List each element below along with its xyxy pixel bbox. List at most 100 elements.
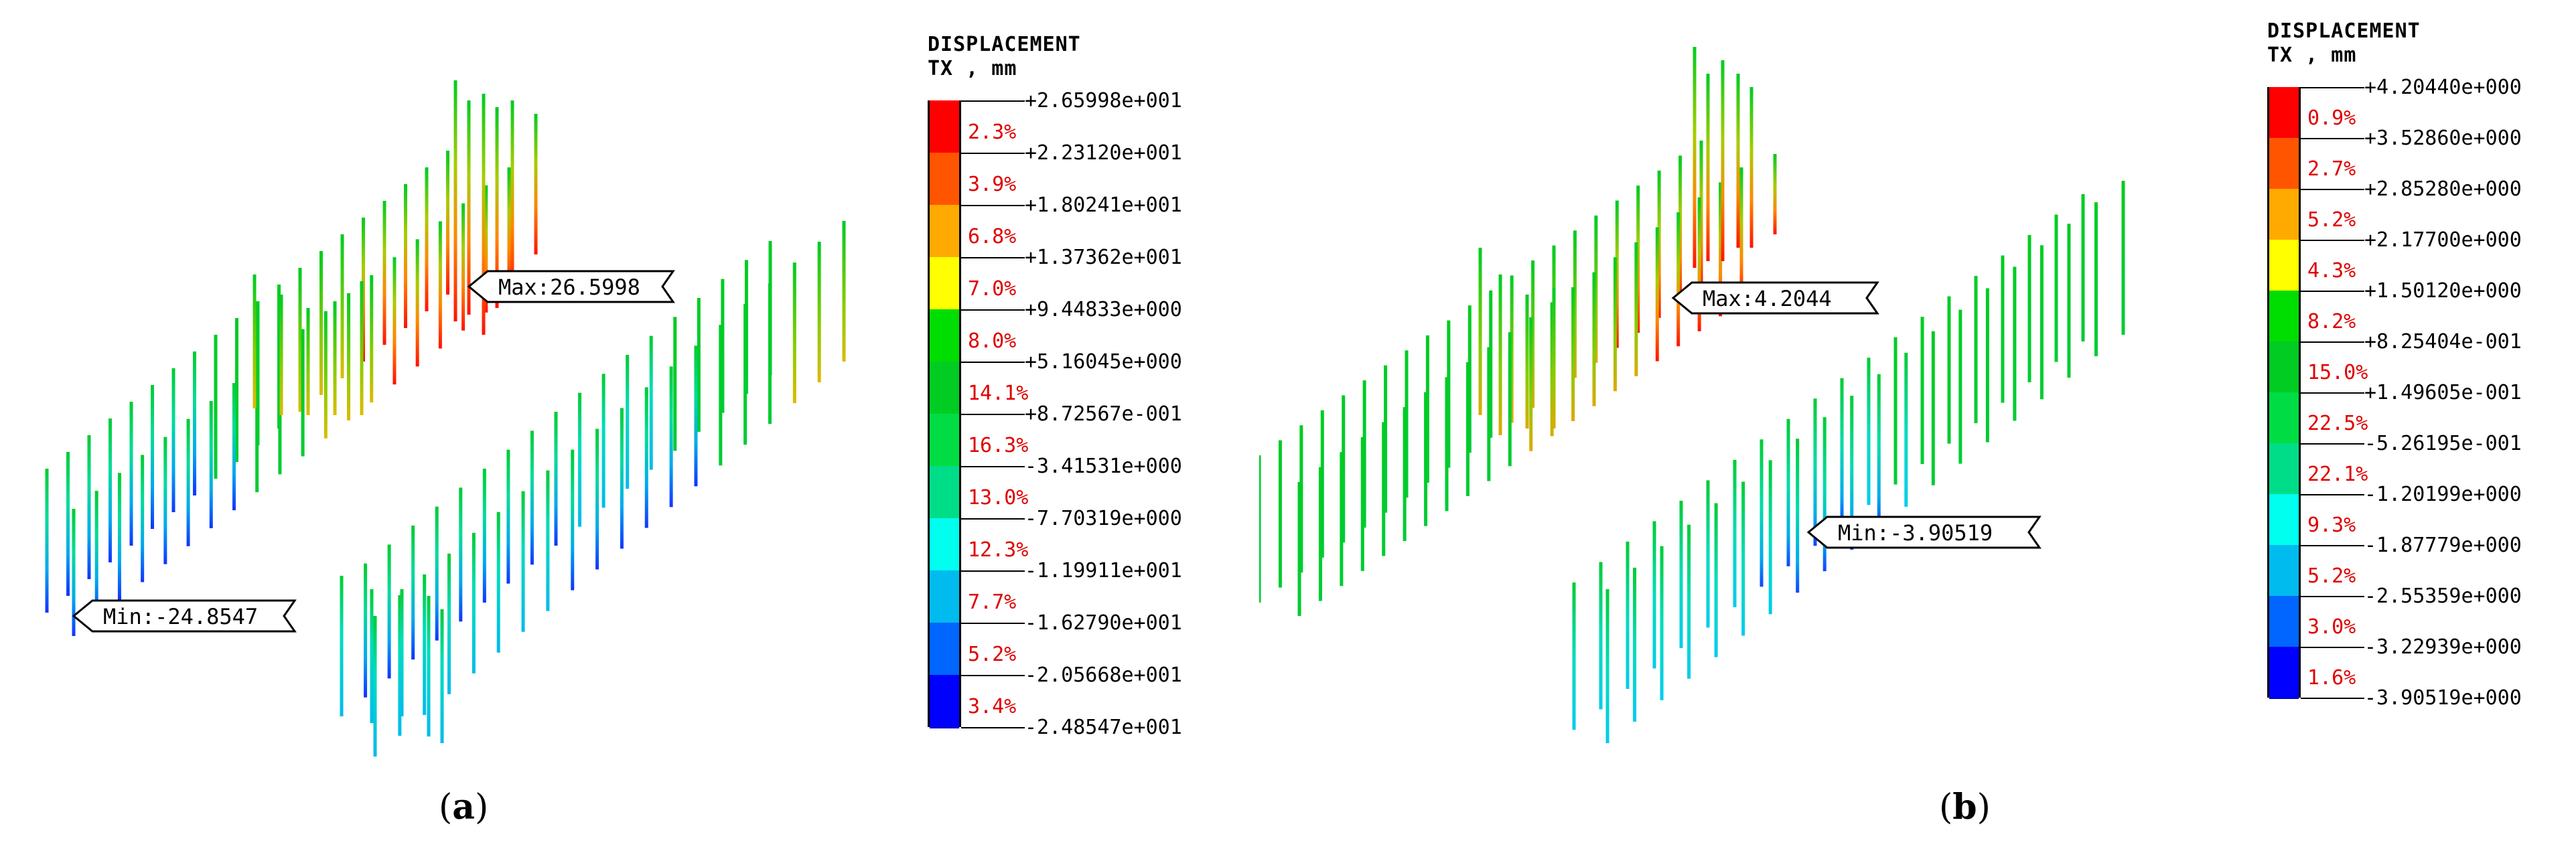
pile-element xyxy=(214,335,218,479)
pile-element xyxy=(1714,503,1718,657)
pile-element xyxy=(1487,347,1491,481)
pile-element xyxy=(1550,302,1554,437)
pile-element xyxy=(507,167,511,295)
pile-element xyxy=(1362,380,1366,528)
pile-element xyxy=(440,609,444,743)
pile-element xyxy=(2054,214,2058,362)
pile-element xyxy=(1531,260,1535,408)
legend-band xyxy=(2269,545,2299,597)
legend-value: -2.55359e+000 xyxy=(2364,584,2522,608)
pile-element xyxy=(694,345,698,487)
pile-element xyxy=(534,114,538,254)
legend-tick xyxy=(961,100,1025,102)
pile-element xyxy=(1592,272,1596,406)
legend-percent: 3.0% xyxy=(2307,615,2356,639)
pile-element xyxy=(1424,392,1428,526)
pile-element xyxy=(620,408,624,549)
pile-element xyxy=(72,509,76,636)
legend-band xyxy=(2269,87,2299,139)
pile-element xyxy=(1498,275,1502,435)
pile-element xyxy=(467,100,471,315)
legend-tick xyxy=(2301,494,2364,495)
pile-element xyxy=(333,301,337,415)
legend-band xyxy=(2269,443,2299,495)
legend-value: +9.44833e+000 xyxy=(1025,298,1182,321)
legend-band xyxy=(2269,392,2299,445)
pile-element xyxy=(438,221,442,349)
pile-element xyxy=(1920,317,1924,465)
pile-element xyxy=(644,387,648,528)
pile-element xyxy=(510,100,514,295)
pile-element xyxy=(1508,332,1512,467)
pile-element xyxy=(2067,224,2071,378)
pile-element xyxy=(415,239,419,367)
pile-element xyxy=(373,616,377,757)
legend-percent: 22.5% xyxy=(2307,412,2368,435)
pile-element xyxy=(1760,439,1764,587)
pile-element xyxy=(209,400,213,528)
pile-element xyxy=(1297,482,1301,616)
pile-element xyxy=(446,151,449,295)
pile-element xyxy=(435,506,439,641)
legend-percent: 1.6% xyxy=(2307,666,2356,690)
legend-band xyxy=(930,100,959,154)
pile-element xyxy=(1706,74,1710,261)
legend-value: -3.90519e+000 xyxy=(2364,686,2522,710)
legend-tick xyxy=(2301,341,2364,343)
legend-tick xyxy=(961,727,1025,728)
pile-element xyxy=(2001,255,2005,403)
legend-tick xyxy=(2301,647,2364,648)
legend-value: -1.87779e+000 xyxy=(2364,534,2522,557)
pile-element xyxy=(1736,74,1740,248)
pile-element xyxy=(141,455,145,582)
pile-element xyxy=(400,589,404,716)
pile-element xyxy=(571,449,575,591)
pile-element xyxy=(1626,541,1630,689)
pile-element xyxy=(398,595,402,736)
pile-element xyxy=(1468,305,1472,453)
pile-element xyxy=(2081,194,2085,341)
pile-element xyxy=(109,418,112,562)
pile-element xyxy=(447,553,451,694)
pile-element xyxy=(484,185,488,313)
legend-value: -2.05668e+001 xyxy=(1025,663,1182,687)
legend-band xyxy=(2269,494,2299,546)
pile-element xyxy=(151,385,154,529)
pile-element xyxy=(1489,290,1493,438)
pile-element xyxy=(482,469,486,603)
pile-element xyxy=(719,325,723,466)
legend-band xyxy=(930,675,959,728)
legend-band xyxy=(930,414,959,467)
legend-value: +3.52860e+000 xyxy=(2364,127,2522,150)
legend-percent: 5.2% xyxy=(2307,208,2356,232)
legend-tick xyxy=(2301,189,2364,190)
pile-element xyxy=(427,596,431,736)
legend-tick xyxy=(961,466,1025,467)
pile-element xyxy=(392,257,397,385)
legend-tick xyxy=(2301,596,2364,597)
pile-element xyxy=(817,242,821,383)
pile-element xyxy=(1721,60,1725,261)
pile-element xyxy=(171,368,175,512)
pile-element xyxy=(1699,141,1703,288)
legend-percent: 15.0% xyxy=(2307,361,2368,384)
legend-percent: 5.2% xyxy=(968,643,1017,666)
pile-element xyxy=(1636,185,1640,333)
legend-value: +8.72567e-001 xyxy=(1025,402,1182,426)
pile-element xyxy=(1867,358,1871,505)
legend-value: +1.50120e+000 xyxy=(2364,279,2522,303)
pile-element xyxy=(1974,276,1978,424)
legend-value: -1.19911e+001 xyxy=(1025,559,1182,582)
pile-element xyxy=(1510,275,1514,423)
pile-element xyxy=(193,351,196,495)
pile-element xyxy=(129,402,133,546)
pile-element xyxy=(595,428,599,570)
legend-band xyxy=(930,518,959,572)
pile-element xyxy=(1447,320,1451,468)
legend-percent: 9.3% xyxy=(2307,514,2356,537)
pile-element xyxy=(2094,202,2098,357)
legend-tick xyxy=(961,414,1025,415)
pile-element xyxy=(495,107,499,308)
pile-element xyxy=(1384,365,1388,513)
pile-element xyxy=(1478,248,1482,415)
